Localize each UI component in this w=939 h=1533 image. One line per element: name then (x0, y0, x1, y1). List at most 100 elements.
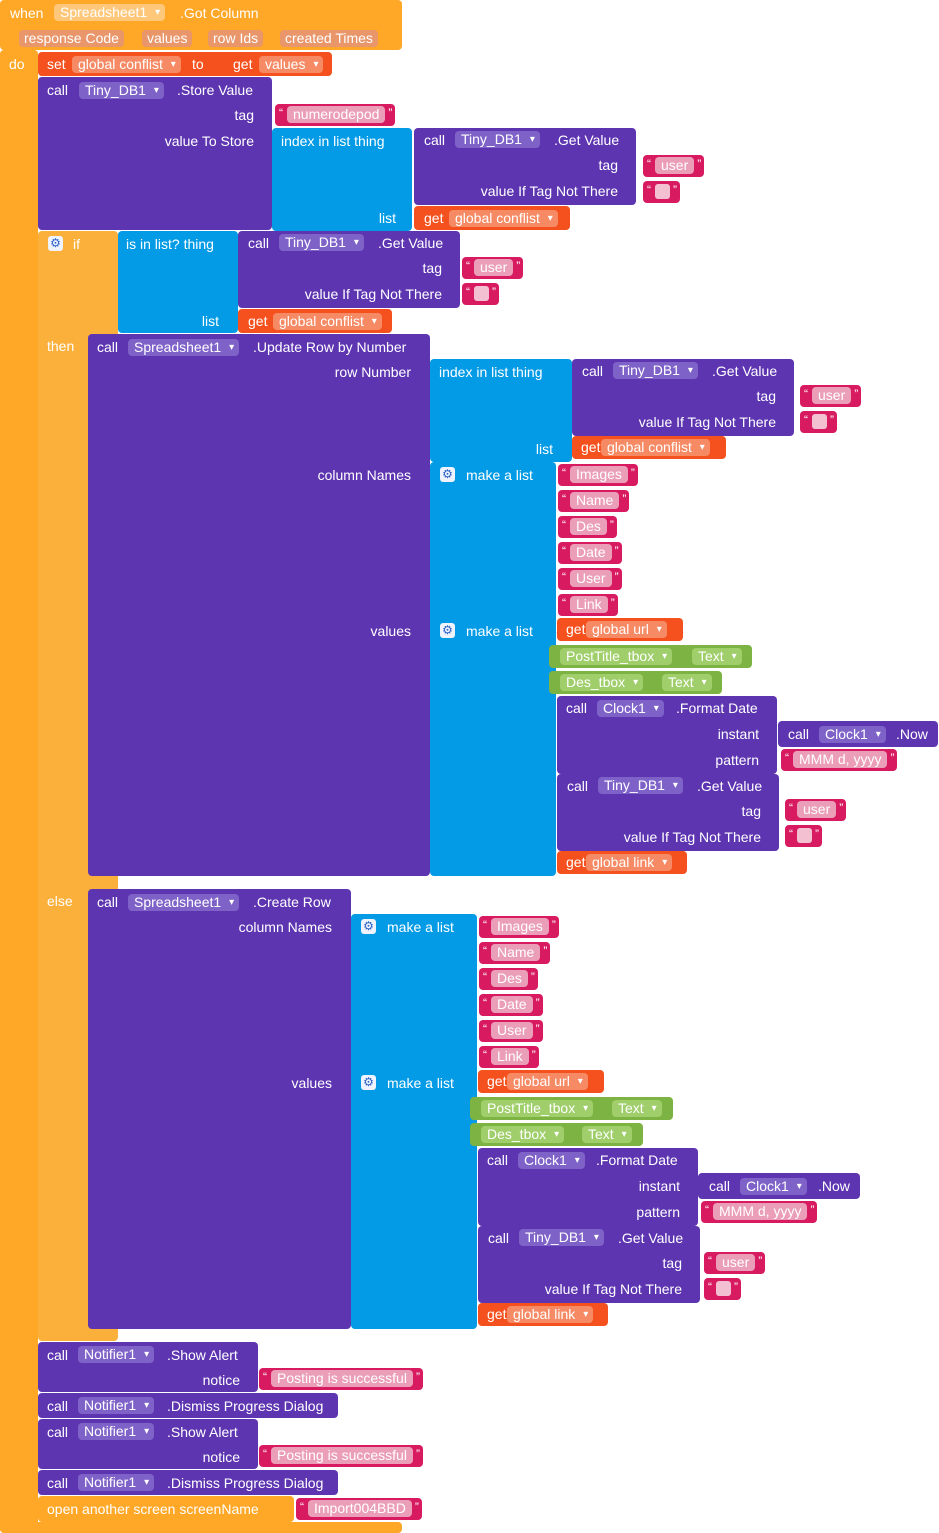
variable-dropdown[interactable]: global url (507, 1073, 588, 1090)
text-value[interactable]: User (570, 570, 612, 587)
param-response-code[interactable]: response Code (19, 30, 124, 47)
tag-text-block[interactable]: user (643, 155, 705, 177)
empty-text-value[interactable] (812, 414, 827, 429)
tag-text-block[interactable]: user (800, 385, 862, 407)
text-value[interactable]: Posting is successful (271, 1370, 413, 1387)
component-dropdown[interactable]: Clock1 (597, 700, 664, 717)
component-dropdown[interactable]: Clock1 (740, 1178, 807, 1195)
column-name-text-block[interactable]: Des (558, 516, 617, 538)
variable-dropdown[interactable]: global link (507, 1306, 594, 1323)
component-dropdown[interactable]: Notifier1 (78, 1474, 155, 1491)
empty-text-block[interactable] (462, 283, 499, 305)
variable-dropdown[interactable]: global conflist (449, 210, 558, 227)
text-value[interactable]: Import004BBD (308, 1500, 412, 1517)
index-in-list-block[interactable] (272, 128, 412, 231)
text-value[interactable]: Name (570, 492, 620, 509)
if-mutator-gear-icon[interactable]: ⚙ (48, 236, 63, 251)
column-name-text-block[interactable]: Des (479, 968, 538, 990)
component-dropdown[interactable]: Notifier1 (78, 1423, 155, 1440)
component-dropdown[interactable]: Notifier1 (78, 1346, 155, 1363)
is-in-list-block[interactable] (118, 231, 238, 333)
component-dropdown[interactable]: Clock1 (819, 726, 886, 743)
event-footer[interactable] (0, 1522, 402, 1533)
empty-text-value[interactable] (655, 184, 670, 199)
text-value[interactable]: MMM d, yyyy (713, 1203, 808, 1220)
text-value[interactable]: Des (491, 970, 528, 987)
pattern-text-block[interactable]: MMM d, yyyy (781, 749, 898, 771)
index-in-list-block[interactable] (430, 359, 572, 462)
param-values[interactable]: values (142, 30, 193, 47)
component-dropdown[interactable]: Des_tbox (481, 1126, 565, 1143)
variable-dropdown[interactable]: global conflist (72, 56, 181, 73)
property-dropdown[interactable]: Text (582, 1126, 632, 1143)
component-dropdown[interactable]: Des_tbox (560, 674, 644, 691)
component-dropdown[interactable]: Clock1 (518, 1152, 585, 1169)
property-dropdown[interactable]: Text (662, 674, 712, 691)
tag-text-block[interactable]: numerodepod (275, 104, 396, 126)
component-dropdown[interactable]: Tiny_DB1 (79, 82, 164, 99)
screen-name-text-block[interactable]: Import004BBD (296, 1498, 422, 1520)
event-spine[interactable] (0, 50, 38, 1533)
text-value[interactable]: user (474, 259, 514, 276)
column-name-text-block[interactable]: Date (479, 994, 543, 1016)
column-name-text-block[interactable]: Name (479, 942, 551, 964)
update-row-block[interactable] (88, 334, 430, 876)
column-name-text-block[interactable]: Date (558, 542, 622, 564)
format-date-block[interactable] (478, 1148, 698, 1226)
text-value[interactable]: User (491, 1022, 533, 1039)
text-value[interactable]: numerodepod (287, 106, 386, 123)
make-list-gear-icon[interactable]: ⚙ (440, 467, 455, 482)
param-created-times[interactable]: created Times (280, 30, 378, 47)
open-screen-block[interactable] (38, 1496, 294, 1522)
tag-text-block[interactable]: user (704, 1252, 766, 1274)
component-dropdown[interactable]: Tiny_DB1 (598, 777, 683, 794)
component-dropdown[interactable]: Spreadsheet1 (128, 894, 240, 911)
component-dropdown[interactable]: PostTitle_tbox (481, 1100, 594, 1117)
component-dropdown[interactable]: Spreadsheet1 (54, 4, 166, 21)
property-dropdown[interactable]: Text (692, 648, 742, 665)
component-dropdown[interactable]: Notifier1 (78, 1397, 155, 1414)
text-value[interactable]: Link (570, 596, 608, 613)
format-date-block[interactable] (557, 696, 777, 774)
empty-text-block[interactable] (704, 1278, 741, 1300)
empty-text-value[interactable] (716, 1281, 731, 1296)
component-dropdown[interactable]: Spreadsheet1 (128, 339, 240, 356)
make-list-gear-icon[interactable]: ⚙ (361, 919, 376, 934)
empty-text-value[interactable] (797, 828, 812, 843)
text-value[interactable]: user (812, 387, 852, 404)
text-value[interactable]: Date (570, 544, 612, 561)
text-value[interactable]: Name (491, 944, 541, 961)
text-value[interactable]: MMM d, yyyy (793, 751, 888, 768)
text-value[interactable]: user (797, 801, 837, 818)
column-name-text-block[interactable]: Name (558, 490, 630, 512)
variable-dropdown[interactable]: global conflist (601, 439, 710, 456)
make-list-gear-icon[interactable]: ⚙ (361, 1075, 376, 1090)
variable-dropdown[interactable]: values (259, 56, 324, 73)
text-value[interactable]: Posting is successful (271, 1447, 413, 1464)
column-name-text-block[interactable]: Images (558, 464, 638, 486)
property-dropdown[interactable]: Text (612, 1100, 662, 1117)
empty-text-block[interactable] (800, 411, 837, 433)
empty-text-block[interactable] (643, 181, 680, 203)
text-value[interactable]: user (655, 157, 695, 174)
text-value[interactable]: Date (491, 996, 533, 1013)
store-value-block[interactable] (38, 77, 272, 230)
text-value[interactable]: user (716, 1254, 756, 1271)
make-list-gear-icon[interactable]: ⚙ (440, 623, 455, 638)
text-value[interactable]: Images (570, 466, 628, 483)
empty-text-block[interactable] (785, 825, 822, 847)
component-dropdown[interactable]: Tiny_DB1 (519, 1229, 604, 1246)
create-row-block[interactable] (88, 889, 351, 1329)
column-name-text-block[interactable]: User (479, 1020, 543, 1042)
pattern-text-block[interactable]: MMM d, yyyy (701, 1201, 818, 1223)
column-name-text-block[interactable]: Images (479, 916, 559, 938)
variable-dropdown[interactable]: global link (586, 854, 673, 871)
column-name-text-block[interactable]: User (558, 568, 622, 590)
variable-dropdown[interactable]: global url (586, 621, 667, 638)
tag-text-block[interactable]: user (785, 799, 847, 821)
make-a-list-columns-block[interactable] (430, 462, 556, 876)
text-value[interactable]: Link (491, 1048, 529, 1065)
component-dropdown[interactable]: Tiny_DB1 (613, 362, 698, 379)
column-name-text-block[interactable]: Link (479, 1046, 539, 1068)
component-dropdown[interactable]: Tiny_DB1 (279, 234, 364, 251)
